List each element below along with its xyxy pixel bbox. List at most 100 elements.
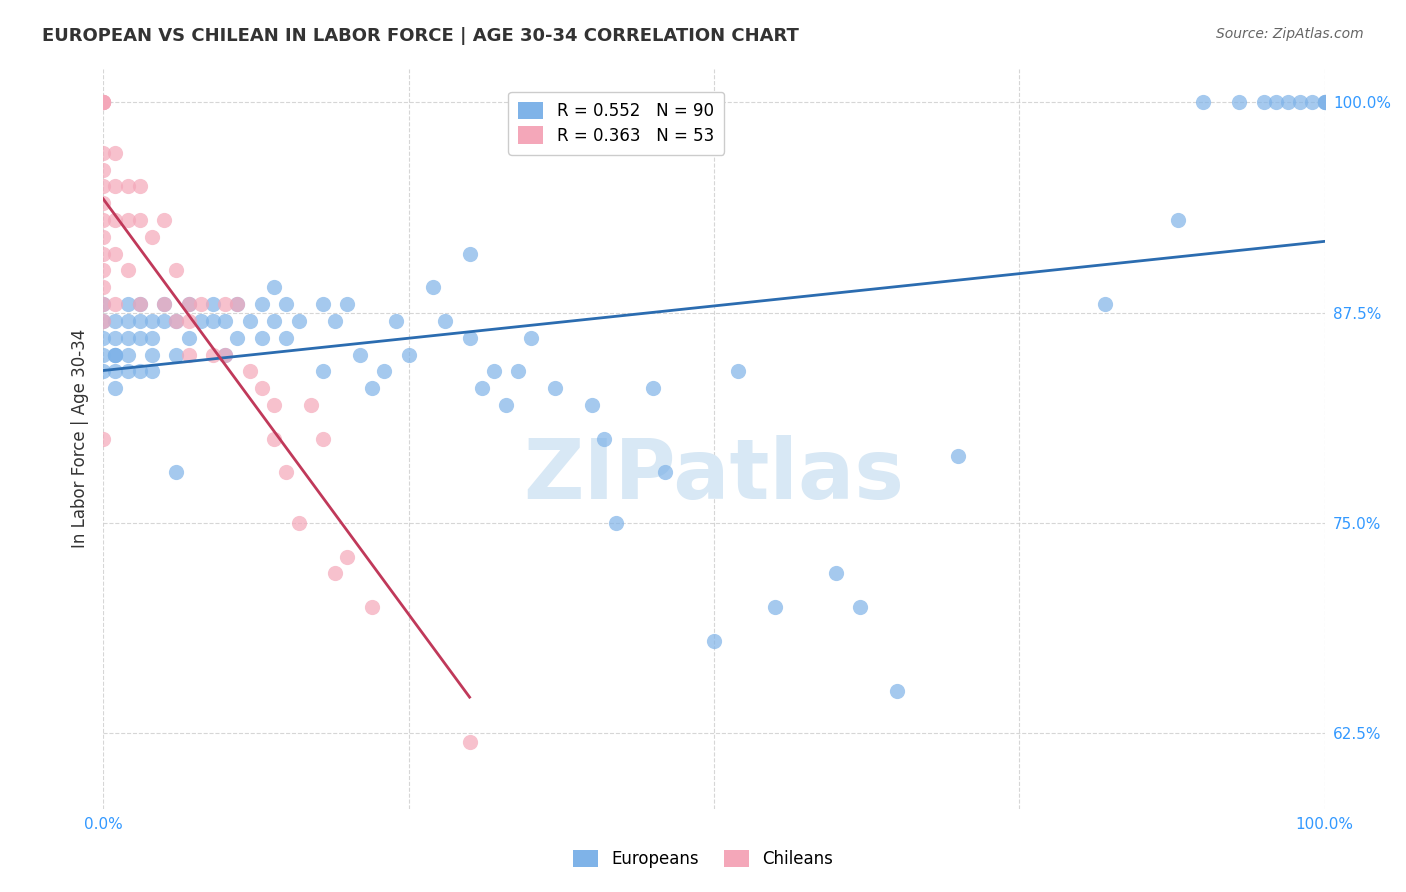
Point — [1313, 95, 1336, 110]
Point — [165, 263, 187, 277]
Point — [91, 95, 114, 110]
Point — [263, 432, 285, 446]
Point — [104, 145, 127, 160]
Point — [91, 314, 114, 328]
Point — [1191, 95, 1213, 110]
Point — [153, 297, 176, 311]
Point — [1301, 95, 1323, 110]
Point — [250, 297, 273, 311]
Point — [287, 516, 309, 530]
Point — [141, 230, 163, 244]
Point — [91, 95, 114, 110]
Point — [263, 280, 285, 294]
Point — [177, 331, 200, 345]
Point — [128, 331, 150, 345]
Point — [263, 398, 285, 412]
Point — [177, 297, 200, 311]
Point — [104, 364, 127, 378]
Point — [190, 297, 212, 311]
Point — [763, 600, 786, 615]
Point — [214, 297, 236, 311]
Point — [104, 348, 127, 362]
Point — [1264, 95, 1286, 110]
Point — [458, 735, 481, 749]
Point — [276, 297, 298, 311]
Point — [360, 600, 382, 615]
Point — [312, 297, 335, 311]
Point — [91, 263, 114, 277]
Point — [117, 213, 139, 227]
Point — [349, 348, 371, 362]
Point — [1277, 95, 1299, 110]
Point — [117, 263, 139, 277]
Point — [165, 466, 187, 480]
Point — [544, 381, 567, 395]
Point — [91, 297, 114, 311]
Point — [422, 280, 444, 294]
Point — [91, 331, 114, 345]
Text: Source: ZipAtlas.com: Source: ZipAtlas.com — [1216, 27, 1364, 41]
Point — [91, 364, 114, 378]
Point — [214, 348, 236, 362]
Point — [177, 348, 200, 362]
Point — [323, 566, 346, 581]
Point — [117, 314, 139, 328]
Point — [482, 364, 505, 378]
Point — [312, 364, 335, 378]
Point — [91, 280, 114, 294]
Point — [287, 314, 309, 328]
Y-axis label: In Labor Force | Age 30-34: In Labor Force | Age 30-34 — [72, 329, 89, 549]
Point — [1313, 95, 1336, 110]
Point — [117, 364, 139, 378]
Point — [117, 331, 139, 345]
Point — [849, 600, 872, 615]
Point — [91, 230, 114, 244]
Point — [91, 213, 114, 227]
Point — [128, 213, 150, 227]
Point — [458, 331, 481, 345]
Point — [104, 381, 127, 395]
Point — [177, 297, 200, 311]
Point — [117, 348, 139, 362]
Point — [239, 364, 262, 378]
Point — [581, 398, 603, 412]
Point — [153, 297, 176, 311]
Point — [226, 297, 249, 311]
Point — [202, 348, 225, 362]
Point — [1253, 95, 1275, 110]
Point — [226, 297, 249, 311]
Point — [1094, 297, 1116, 311]
Point — [239, 314, 262, 328]
Point — [165, 314, 187, 328]
Point — [276, 466, 298, 480]
Point — [104, 314, 127, 328]
Point — [948, 449, 970, 463]
Point — [91, 95, 114, 110]
Point — [91, 432, 114, 446]
Point — [886, 684, 908, 698]
Point — [128, 314, 150, 328]
Point — [654, 466, 676, 480]
Point — [104, 331, 127, 345]
Point — [519, 331, 541, 345]
Point — [91, 145, 114, 160]
Point — [128, 364, 150, 378]
Point — [605, 516, 627, 530]
Legend: R = 0.552   N = 90, R = 0.363   N = 53: R = 0.552 N = 90, R = 0.363 N = 53 — [509, 92, 724, 154]
Point — [250, 331, 273, 345]
Point — [141, 314, 163, 328]
Point — [190, 314, 212, 328]
Point — [360, 381, 382, 395]
Point — [226, 331, 249, 345]
Point — [117, 297, 139, 311]
Point — [641, 381, 664, 395]
Point — [202, 314, 225, 328]
Point — [177, 314, 200, 328]
Point — [703, 633, 725, 648]
Point — [128, 297, 150, 311]
Legend: Europeans, Chileans: Europeans, Chileans — [567, 843, 839, 875]
Point — [91, 297, 114, 311]
Point — [495, 398, 517, 412]
Point — [1227, 95, 1250, 110]
Point — [434, 314, 457, 328]
